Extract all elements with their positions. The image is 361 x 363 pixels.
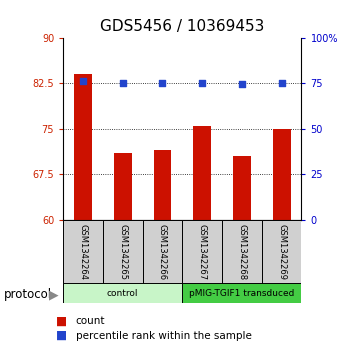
Title: GDS5456 / 10369453: GDS5456 / 10369453	[100, 19, 265, 34]
Text: GSM1342265: GSM1342265	[118, 224, 127, 280]
Text: GSM1342269: GSM1342269	[277, 224, 286, 280]
Bar	[182, 220, 222, 285]
Bar	[103, 220, 143, 285]
Bar	[233, 156, 251, 220]
Bar	[153, 150, 171, 220]
Point	[160, 79, 165, 85]
Text: count: count	[76, 316, 105, 326]
Bar	[222, 220, 262, 285]
Text: ▶: ▶	[49, 288, 58, 301]
Bar	[193, 126, 211, 220]
Bar	[273, 129, 291, 220]
Bar	[74, 74, 92, 220]
Bar	[182, 283, 301, 303]
Bar	[63, 283, 182, 303]
Text: GSM1342268: GSM1342268	[238, 224, 246, 280]
Text: ■: ■	[56, 329, 67, 342]
Point	[279, 80, 284, 86]
Bar	[143, 220, 182, 285]
Bar	[63, 220, 103, 285]
Bar	[114, 153, 132, 220]
Text: protocol: protocol	[4, 288, 52, 301]
Text: control: control	[107, 289, 139, 298]
Text: percentile rank within the sample: percentile rank within the sample	[76, 331, 252, 341]
Text: GSM1342267: GSM1342267	[198, 224, 206, 280]
Text: ■: ■	[56, 315, 67, 328]
Bar	[262, 220, 301, 285]
Text: GSM1342266: GSM1342266	[158, 224, 167, 280]
Point	[199, 79, 205, 85]
Text: pMIG-TGIF1 transduced: pMIG-TGIF1 transduced	[189, 289, 295, 298]
Text: GSM1342264: GSM1342264	[79, 224, 87, 280]
Point	[80, 78, 86, 84]
Point	[120, 80, 126, 86]
Point	[239, 81, 245, 87]
